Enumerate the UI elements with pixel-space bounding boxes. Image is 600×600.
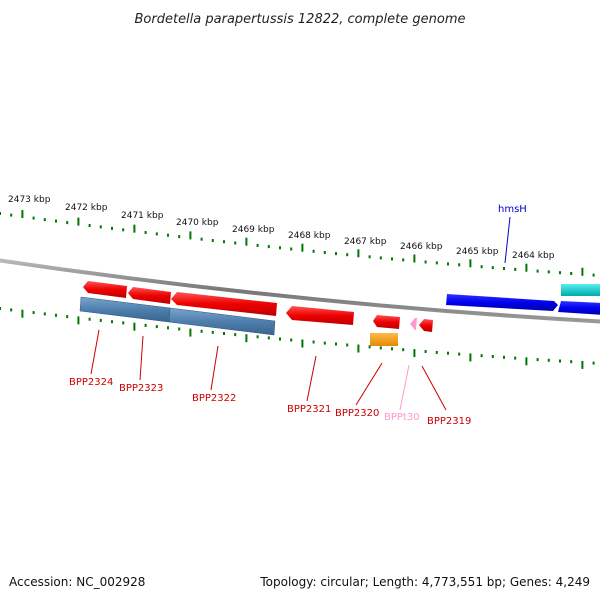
gene-BPP2319[interactable] [419,319,433,332]
ruler-labels: 2473 kbp 2472 kbp 2471 kbp 2470 kbp 2469… [8,195,555,261]
label-BPP2319[interactable]: BPP2319 [427,416,471,427]
ruler-label-2473: 2473 kbp [8,195,51,205]
gene-forward-partial[interactable] [558,301,600,315]
forward-strand-track [446,284,600,315]
label-BPP2324[interactable]: BPP2324 [69,377,113,388]
gene-hmsH[interactable] [446,294,558,311]
cds-feature-track [79,296,276,336]
leader-line-BPPt30 [399,364,410,411]
gene-BPPt30[interactable] [410,318,417,330]
leader-line-BPP2319 [421,365,447,411]
label-hmsH[interactable]: hmsH [498,204,527,215]
misc-feature-cyan[interactable] [561,284,600,296]
trna-feature-orange[interactable] [370,333,398,346]
reverse-strand-track [83,281,433,332]
cds-feature-2[interactable] [168,307,276,336]
gene-BPP2321[interactable] [286,306,354,325]
leader-line-BPP2321 [306,355,317,402]
ruler-label-2471: 2471 kbp [121,211,164,221]
ruler-label-2467: 2467 kbp [344,237,387,247]
inner-tick-ring [0,307,595,369]
gene-BPP2320[interactable] [373,315,400,329]
outer-tick-ring [0,210,595,277]
gene-BPP2323[interactable] [128,287,171,304]
map-title: Bordetella parapertussis 12822, complete… [135,12,466,27]
leader-line-BPP2324 [90,329,100,375]
gene-BPP2322[interactable] [171,292,277,316]
label-BPP2320[interactable]: BPP2320 [335,408,379,419]
ruler-label-2472: 2472 kbp [65,203,108,213]
label-leader-lines [90,216,511,411]
leader-line-BPP2323 [139,335,144,381]
ruler-label-2470: 2470 kbp [176,218,219,228]
genome-backbone [0,258,600,324]
label-BPP2321[interactable]: BPP2321 [287,404,331,415]
accession-text: Accession: NC_002928 [9,575,145,589]
leader-line-hmsH [504,216,511,264]
ruler-label-2464: 2464 kbp [512,251,555,261]
ruler-label-2469: 2469 kbp [232,225,275,235]
label-BPPt30[interactable]: BPPt30 [384,412,420,423]
ruler-label-2465: 2465 kbp [456,247,499,257]
gene-BPP2324[interactable] [83,281,127,298]
leader-line-BPP2322 [210,345,219,391]
leader-line-BPP2320 [355,362,383,406]
ruler-label-2466: 2466 kbp [400,242,443,252]
genome-summary-text: Topology: circular; Length: 4,773,551 bp… [259,575,590,589]
gene-labels: BPP2324 BPP2323 BPP2322 BPP2321 BPP2320 … [69,204,527,427]
label-BPP2323[interactable]: BPP2323 [119,383,163,394]
ruler-label-2468: 2468 kbp [288,231,331,241]
label-BPP2322[interactable]: BPP2322 [192,393,236,404]
